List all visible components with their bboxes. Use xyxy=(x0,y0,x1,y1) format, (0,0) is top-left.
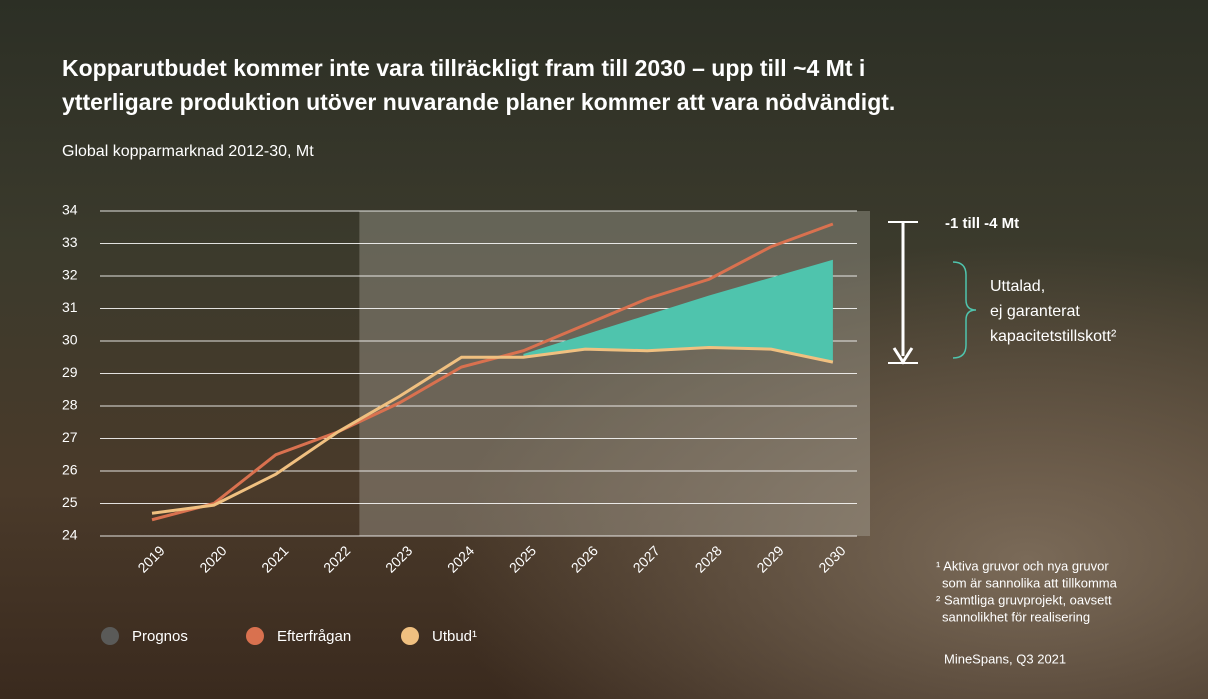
y-tick-label: 30 xyxy=(62,332,78,348)
series-line xyxy=(151,345,834,515)
chart-title: Kopparutbudet kommer inte vara tillräckl… xyxy=(62,55,865,81)
x-tick-label: 2026 xyxy=(568,542,601,575)
legend-label: Utbud¹ xyxy=(432,628,477,645)
legend-label: Prognos xyxy=(132,628,188,645)
x-tick-label: 2030 xyxy=(815,542,848,575)
y-tick-label: 34 xyxy=(62,202,78,218)
y-tick-label: 27 xyxy=(62,429,78,445)
y-tick-label: 26 xyxy=(62,462,78,478)
y-tick-label: 32 xyxy=(62,267,78,283)
footnote: ² Samtliga gruvprojekt, oavsett xyxy=(936,592,1112,607)
x-tick-label: 2027 xyxy=(630,542,663,575)
x-tick-label: 2024 xyxy=(444,542,477,575)
y-tick-label: 31 xyxy=(62,299,78,315)
annotation: Uttalad, xyxy=(990,278,1045,295)
x-tick-label: 2020 xyxy=(196,542,229,575)
annotation: kapacitetstillskott² xyxy=(990,328,1117,345)
annotation: -1 till -4 Mt xyxy=(945,215,1019,232)
chart-title: ytterligare produktion utöver nuvarande … xyxy=(62,89,895,115)
x-tick-label: 2028 xyxy=(692,542,725,575)
y-tick-label: 29 xyxy=(62,364,78,380)
x-tick-label: 2021 xyxy=(258,542,291,575)
brace xyxy=(952,261,977,359)
legend-swatch xyxy=(401,627,419,645)
x-tick-label: 2023 xyxy=(382,542,415,575)
footnote: som är sannolika att tillkomma xyxy=(942,575,1118,590)
source: MineSpans, Q3 2021 xyxy=(944,651,1066,666)
x-tick-label: 2025 xyxy=(506,542,539,575)
legend-swatch xyxy=(246,627,264,645)
footnote: sannolikhet för realisering xyxy=(942,609,1090,624)
series-line xyxy=(151,222,834,522)
annotation: ej garanterat xyxy=(990,303,1080,320)
legend-label: Efterfrågan xyxy=(277,628,351,645)
legend-swatch xyxy=(101,627,119,645)
chart-subtitle: Global kopparmarknad 2012-30, Mt xyxy=(62,143,314,160)
y-tick-label: 33 xyxy=(62,234,78,250)
x-tick-label: 2022 xyxy=(320,542,353,575)
x-tick-label: 2019 xyxy=(134,542,167,575)
footnote: ¹ Aktiva gruvor och nya gruvor xyxy=(936,558,1109,573)
gap-area xyxy=(523,259,833,363)
x-tick-label: 2029 xyxy=(753,542,786,575)
y-tick-label: 25 xyxy=(62,494,78,510)
y-tick-label: 28 xyxy=(62,397,78,413)
y-tick-label: 24 xyxy=(62,527,78,543)
